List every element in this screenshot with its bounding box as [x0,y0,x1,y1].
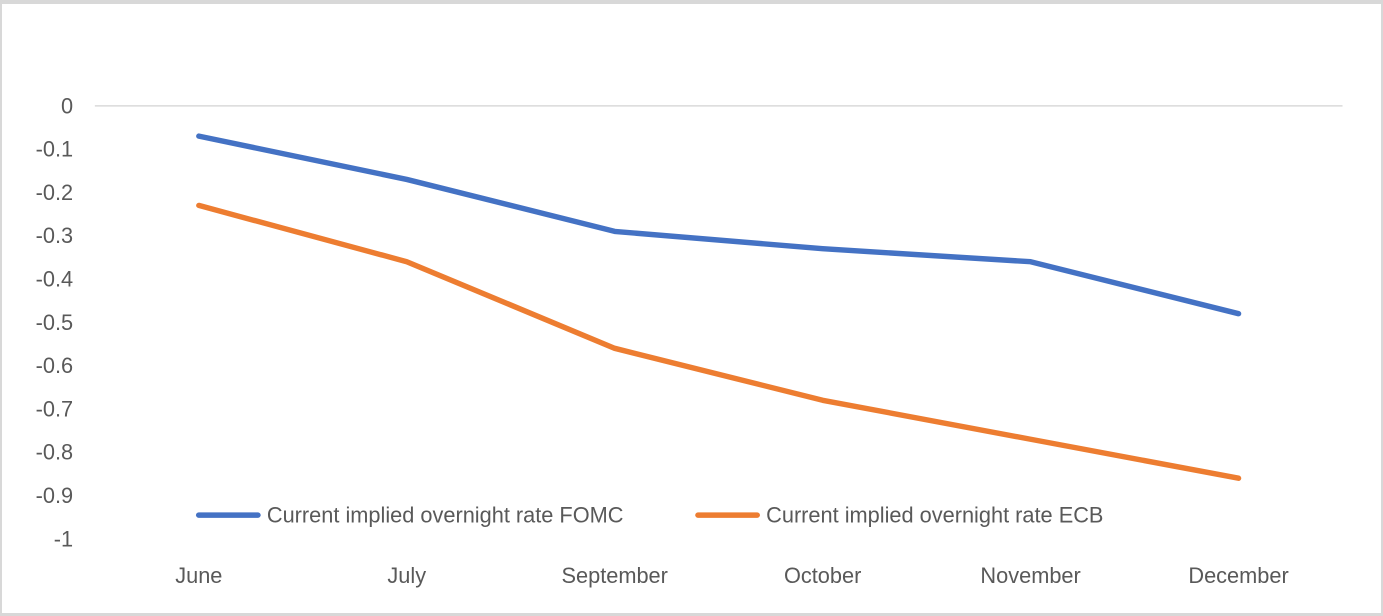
y-tick-label: -0.3 [36,223,73,248]
series-line-ecb [196,202,1242,481]
y-tick-label: -0.5 [36,310,73,335]
y-tick-label: -0.6 [36,353,73,378]
x-axis-label: November [980,563,1080,588]
y-tick-label: 0 [61,93,73,118]
series-line-fomc [196,133,1242,317]
x-axis-label: June [175,563,222,588]
x-axis-label: July [387,563,426,588]
x-axis-label: September [562,563,668,588]
y-tick-label: -0.2 [36,180,73,205]
y-tick-label: -0.4 [36,267,73,292]
x-axis-label: December [1188,563,1288,588]
y-tick-label: -1 [54,526,73,551]
y-tick-label: -0.7 [36,396,73,421]
implied-overnight-rate-line-chart: 0 -0.1 -0.2 -0.3 -0.4 -0.5 -0.6 -0.7 -0.8 -0.9 -1 J… [36,93,1343,588]
x-axis-label: October [784,563,861,588]
y-tick-label: -0.9 [36,483,73,508]
legend-label-ecb: Current implied overnight rate ECB [766,503,1103,528]
y-tick-label: -0.8 [36,440,73,465]
y-tick-label: -0.1 [36,137,73,162]
legend-label-fomc: Current implied overnight rate FOMC [267,503,624,528]
